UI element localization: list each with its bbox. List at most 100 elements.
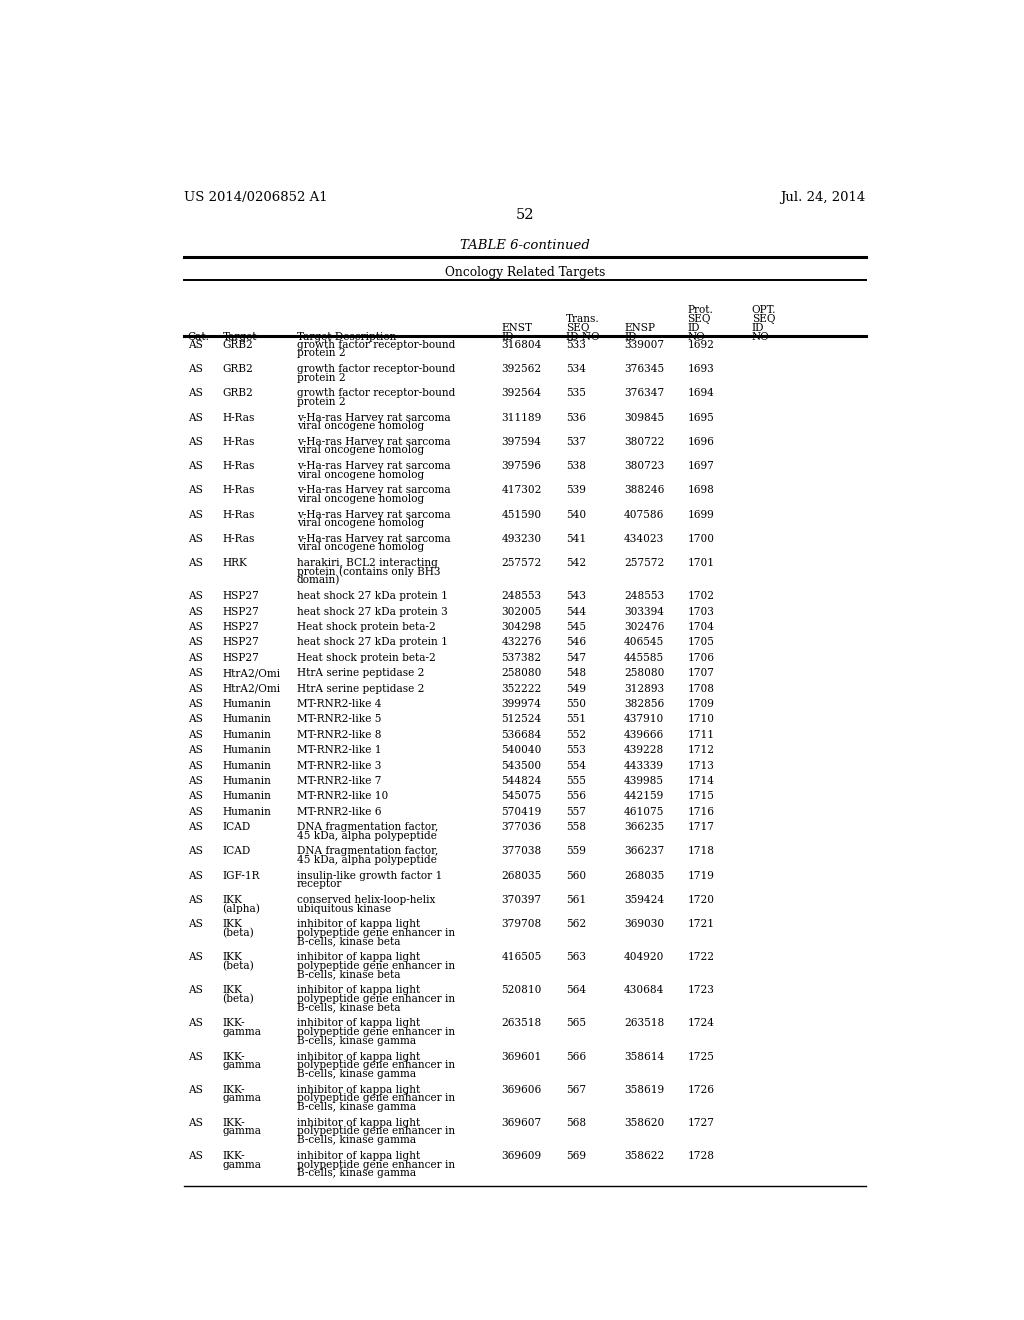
Text: 248553: 248553 [502,591,542,601]
Text: MT-RNR2-like 10: MT-RNR2-like 10 [297,792,388,801]
Text: viral oncogene homolog: viral oncogene homolog [297,519,424,528]
Text: H-Ras: H-Ras [222,510,255,520]
Text: HtrA2/Omi: HtrA2/Omi [222,668,281,678]
Text: TABLE 6-continued: TABLE 6-continued [460,239,590,252]
Text: B-cells, kinase gamma: B-cells, kinase gamma [297,1069,416,1078]
Text: IKK-: IKK- [222,1019,245,1028]
Text: Humanin: Humanin [222,776,271,785]
Text: SEQ: SEQ [566,323,590,334]
Text: AS: AS [187,684,203,693]
Text: 1727: 1727 [687,1118,715,1127]
Text: (beta): (beta) [222,961,254,972]
Text: ID NO: ID NO [566,333,599,342]
Text: 302476: 302476 [624,622,665,632]
Text: 543: 543 [566,591,586,601]
Text: 359424: 359424 [624,895,665,906]
Text: polypeptide gene enhancer in: polypeptide gene enhancer in [297,1093,455,1104]
Text: 560: 560 [566,871,586,880]
Text: IKK: IKK [222,952,243,962]
Text: 562: 562 [566,919,586,929]
Text: 520810: 520810 [502,985,542,995]
Text: heat shock 27 kDa protein 3: heat shock 27 kDa protein 3 [297,607,447,616]
Text: Target Description: Target Description [297,333,396,342]
Text: ubiquitous kinase: ubiquitous kinase [297,903,391,913]
Text: MT-RNR2-like 6: MT-RNR2-like 6 [297,807,382,817]
Text: AS: AS [187,388,203,399]
Text: 248553: 248553 [624,591,665,601]
Text: 432276: 432276 [502,638,542,647]
Text: 366235: 366235 [624,822,665,832]
Text: viral oncogene homolog: viral oncogene homolog [297,494,424,504]
Text: ENST: ENST [502,323,532,334]
Text: AS: AS [187,339,203,350]
Text: 1694: 1694 [687,388,715,399]
Text: gamma: gamma [222,1027,261,1038]
Text: 397594: 397594 [502,437,542,446]
Text: 303394: 303394 [624,607,664,616]
Text: 554: 554 [566,760,586,771]
Text: conserved helix-loop-helix: conserved helix-loop-helix [297,895,435,906]
Text: polypeptide gene enhancer in: polypeptide gene enhancer in [297,994,455,1005]
Text: 304298: 304298 [502,622,542,632]
Text: harakiri, BCL2 interacting: harakiri, BCL2 interacting [297,558,438,568]
Text: AS: AS [187,730,203,739]
Text: AS: AS [187,437,203,446]
Text: IKK: IKK [222,919,243,929]
Text: 564: 564 [566,985,586,995]
Text: ICAD: ICAD [222,822,251,832]
Text: v-Ha-ras Harvey rat sarcoma: v-Ha-ras Harvey rat sarcoma [297,533,451,544]
Text: 268035: 268035 [502,871,542,880]
Text: IKK-: IKK- [222,1151,245,1160]
Text: AS: AS [187,807,203,817]
Text: Trans.: Trans. [566,314,600,325]
Text: AS: AS [187,792,203,801]
Text: 1724: 1724 [687,1019,715,1028]
Text: Humanin: Humanin [222,760,271,771]
Text: 358619: 358619 [624,1085,665,1094]
Text: 399974: 399974 [502,700,542,709]
Text: MT-RNR2-like 3: MT-RNR2-like 3 [297,760,381,771]
Text: 52: 52 [515,209,535,223]
Text: AS: AS [187,822,203,832]
Text: 549: 549 [566,684,586,693]
Text: 1698: 1698 [687,486,715,495]
Text: 379708: 379708 [502,919,542,929]
Text: AS: AS [187,486,203,495]
Text: AS: AS [187,746,203,755]
Text: 565: 565 [566,1019,586,1028]
Text: 538: 538 [566,461,586,471]
Text: AS: AS [187,1085,203,1094]
Text: 430684: 430684 [624,985,665,995]
Text: 388246: 388246 [624,486,665,495]
Text: 1713: 1713 [687,760,715,771]
Text: MT-RNR2-like 4: MT-RNR2-like 4 [297,700,382,709]
Text: inhibitor of kappa light: inhibitor of kappa light [297,1151,420,1160]
Text: 380722: 380722 [624,437,665,446]
Text: 540040: 540040 [502,746,542,755]
Text: 312893: 312893 [624,684,665,693]
Text: SEQ: SEQ [752,314,775,325]
Text: gamma: gamma [222,1060,261,1071]
Text: B-cells, kinase gamma: B-cells, kinase gamma [297,1036,416,1045]
Text: 536684: 536684 [502,730,542,739]
Text: 1699: 1699 [687,510,715,520]
Text: 377038: 377038 [502,846,542,857]
Text: AS: AS [187,558,203,568]
Text: gamma: gamma [222,1093,261,1104]
Text: 555: 555 [566,776,586,785]
Text: MT-RNR2-like 5: MT-RNR2-like 5 [297,714,381,725]
Text: Cat.: Cat. [187,333,210,342]
Text: Prot.: Prot. [687,305,714,315]
Text: 397596: 397596 [502,461,542,471]
Text: AS: AS [187,919,203,929]
Text: 461075: 461075 [624,807,665,817]
Text: HSP27: HSP27 [222,638,259,647]
Text: 1716: 1716 [687,807,715,817]
Text: 451590: 451590 [502,510,542,520]
Text: 369607: 369607 [502,1118,542,1127]
Text: 552: 552 [566,730,586,739]
Text: 1712: 1712 [687,746,715,755]
Text: 546: 546 [566,638,586,647]
Text: protein (contains only BH3: protein (contains only BH3 [297,566,440,577]
Text: OPT.: OPT. [752,305,776,315]
